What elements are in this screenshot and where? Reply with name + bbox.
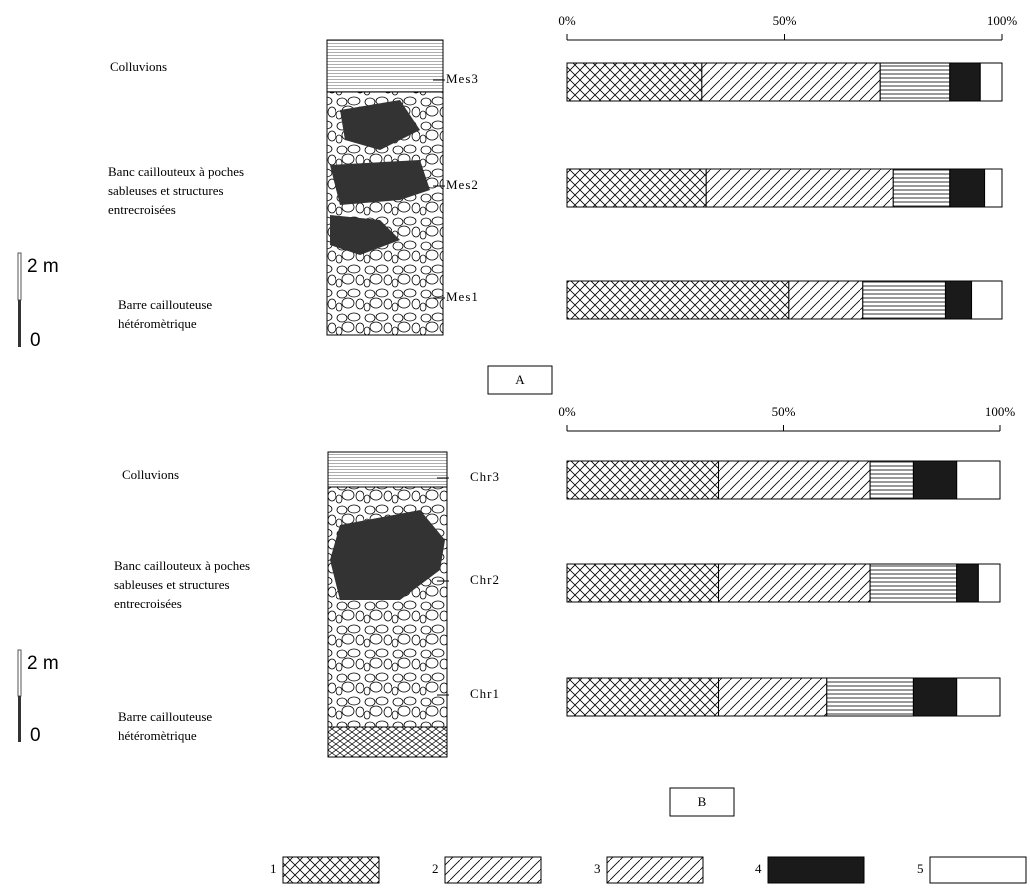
- bar-segment: [870, 461, 913, 499]
- legend-label: 2: [432, 861, 439, 876]
- scale-bottom: 0: [30, 725, 41, 746]
- bar-segment: [567, 564, 719, 602]
- x-tick-label: 50%: [773, 13, 797, 28]
- column-b: [328, 452, 447, 757]
- bar-segment: [950, 63, 980, 101]
- x-tick-label: 100%: [985, 404, 1016, 419]
- bar-segment: [957, 461, 1000, 499]
- bar-segment: [980, 63, 1002, 101]
- unit-label: Colluvions: [110, 59, 167, 74]
- bar-segment: [789, 281, 863, 319]
- scale-bar-bottom: [18, 300, 21, 347]
- bar-segment: [978, 564, 1000, 602]
- bar-segment: [567, 281, 789, 319]
- sample-label: Mes2: [446, 177, 479, 192]
- unit-label: sableuses et structures: [114, 577, 230, 592]
- unit-label: Barre caillouteuse: [118, 297, 212, 312]
- bar-segment: [945, 281, 971, 319]
- legend-swatch: [607, 857, 703, 883]
- bar-segment: [567, 678, 719, 716]
- bar-segment: [913, 461, 956, 499]
- bar-segment: [957, 678, 1000, 716]
- sample-label: Chr2: [470, 572, 500, 587]
- scale-bar-top: [18, 650, 21, 696]
- unit-label: Barre caillouteuse: [118, 709, 212, 724]
- scale-top: 2 m: [27, 256, 59, 277]
- unit-label: hétéromètrique: [118, 316, 197, 331]
- panel-label: A: [515, 372, 525, 387]
- legend-label: 5: [917, 861, 924, 876]
- bar-segment: [870, 564, 957, 602]
- sample-label: Mes3: [446, 71, 479, 86]
- bar-segment: [719, 678, 827, 716]
- bar-segment: [719, 461, 871, 499]
- bar-segment: [880, 63, 950, 101]
- bar-segment: [957, 564, 979, 602]
- bar-segment: [893, 169, 950, 207]
- x-tick-label: 50%: [772, 404, 796, 419]
- scale-bottom: 0: [30, 330, 41, 351]
- bar-segment: [827, 678, 914, 716]
- bar-segment: [719, 564, 871, 602]
- sample-label: Chr3: [470, 469, 500, 484]
- unit-label: sableuses et structures: [108, 183, 224, 198]
- legend-swatch: [768, 857, 864, 883]
- legend-label: 4: [755, 861, 762, 876]
- bar-segment: [567, 461, 719, 499]
- x-tick-label: 100%: [987, 13, 1018, 28]
- legend-label: 1: [270, 861, 277, 876]
- figure: 0%50%100%Mes3Mes2Mes1ColluvionsBanc cail…: [0, 0, 1030, 895]
- bar-segment: [863, 281, 946, 319]
- x-tick-label: 0%: [558, 404, 576, 419]
- scale-bar-bottom: [18, 696, 21, 742]
- legend-swatch: [283, 857, 379, 883]
- unit-label: entrecroisées: [108, 202, 176, 217]
- legend-swatch: [930, 857, 1026, 883]
- bar-segment: [950, 169, 985, 207]
- sample-label: Mes1: [446, 289, 479, 304]
- unit-label: Banc caillouteux à poches: [108, 164, 244, 179]
- legend-swatch: [445, 857, 541, 883]
- scale-top: 2 m: [27, 653, 59, 674]
- bar-segment: [567, 63, 702, 101]
- panel-label: B: [698, 794, 707, 809]
- bar-segment: [985, 169, 1002, 207]
- bar-segment: [972, 281, 1002, 319]
- unit-label: Banc caillouteux à poches: [114, 558, 250, 573]
- scale-bar-top: [18, 253, 21, 300]
- bar-segment: [702, 63, 880, 101]
- sample-label: Chr1: [470, 686, 500, 701]
- x-tick-label: 0%: [558, 13, 576, 28]
- unit-label: Colluvions: [122, 467, 179, 482]
- legend-label: 3: [594, 861, 601, 876]
- bar-segment: [913, 678, 956, 716]
- unit-label: hétéromètrique: [118, 728, 197, 743]
- bar-segment: [567, 169, 706, 207]
- unit-label: entrecroisées: [114, 596, 182, 611]
- bar-segment: [706, 169, 893, 207]
- column-a: [327, 40, 443, 335]
